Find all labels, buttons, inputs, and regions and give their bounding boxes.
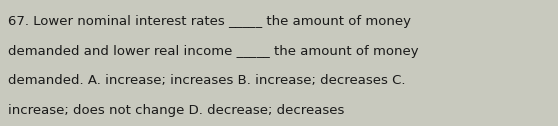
Text: demanded and lower real income _____ the amount of money: demanded and lower real income _____ the… <box>8 45 419 58</box>
Text: demanded. A. increase; increases B. increase; decreases C.: demanded. A. increase; increases B. incr… <box>8 74 406 87</box>
Text: increase; does not change D. decrease; decreases: increase; does not change D. decrease; d… <box>8 104 345 117</box>
Text: 67. Lower nominal interest rates _____ the amount of money: 67. Lower nominal interest rates _____ t… <box>8 15 411 28</box>
